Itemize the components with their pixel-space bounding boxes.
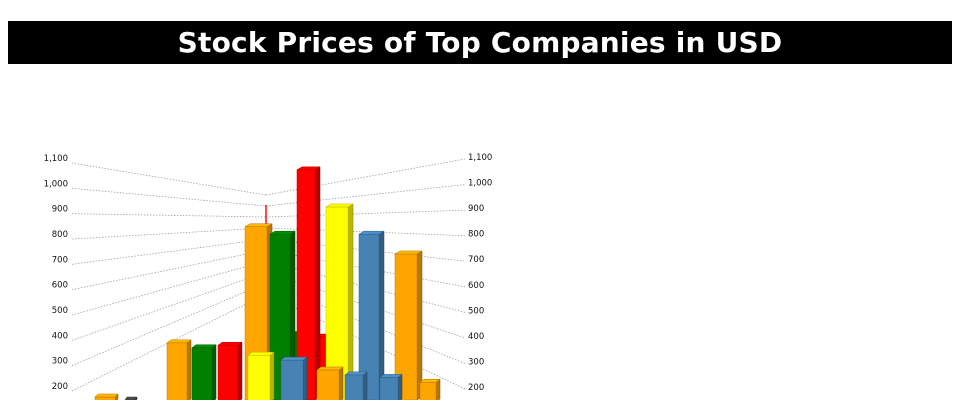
y-tick-label-right: 1,100	[468, 153, 492, 163]
y-tick-label-left: 400	[52, 331, 68, 341]
bar-front	[316, 366, 344, 400]
grid-line-left	[71, 238, 267, 265]
grid-line-left	[71, 260, 267, 316]
grid-line-left	[71, 271, 267, 341]
grid-line-left	[71, 187, 267, 207]
bar-front	[217, 341, 243, 400]
bar-front	[191, 344, 217, 400]
y-tick-label-right: 800	[468, 230, 484, 240]
bar-front	[166, 339, 192, 400]
grid-line-right	[265, 209, 466, 218]
grid-line-left	[71, 282, 267, 367]
bar-front	[280, 356, 308, 400]
y-tick-label-left: 500	[52, 306, 68, 316]
grid-line-right	[265, 158, 466, 196]
bar-front	[379, 373, 403, 400]
y-axis-right: 1,100 1,000 900 800 700 600 500 400 300 200	[468, 153, 492, 393]
bar-back	[394, 250, 423, 400]
grid-line-left	[71, 249, 267, 291]
y-tick-label-right: 600	[468, 281, 484, 291]
bar-front	[344, 371, 368, 400]
y-tick-label-right: 700	[468, 255, 484, 265]
chart-title-bar: Stock Prices of Top Companies in USD	[8, 21, 952, 64]
y-tick-label-left: 1,100	[44, 154, 68, 164]
y-tick-label-right: 300	[468, 357, 484, 367]
bar-front-low	[94, 393, 119, 400]
y-tick-label-left: 900	[52, 205, 68, 215]
y-tick-label-left: 700	[52, 255, 68, 265]
bar-back	[358, 230, 385, 400]
grid-line-left	[71, 213, 267, 218]
bar-front	[419, 378, 441, 400]
y-tick-label-right: 900	[468, 204, 484, 214]
y-tick-label-left: 300	[52, 357, 68, 367]
y-tick-label-left: 200	[52, 382, 68, 392]
y-tick-label-right: 400	[468, 332, 484, 342]
bar-front	[247, 351, 275, 400]
y-tick-label-right: 200	[468, 383, 484, 393]
bar-back	[296, 166, 321, 400]
bar-front-low	[124, 396, 138, 400]
y-axis-left: 1,100 1,000 900 800 700 600 500 400 300 200	[44, 154, 68, 392]
y-tick-label-left: 600	[52, 281, 68, 291]
bars	[94, 166, 441, 400]
grid-line-left	[71, 162, 267, 196]
y-tick-label-left: 1,000	[44, 179, 68, 189]
y-tick-label-right: 1,000	[468, 179, 492, 189]
grid-line-left	[71, 227, 267, 240]
chart-title: Stock Prices of Top Companies in USD	[177, 26, 783, 59]
y-tick-label-right: 500	[468, 306, 484, 316]
grid-line-right	[265, 184, 466, 207]
grid-line-right	[265, 271, 466, 339]
y-tick-label-left: 800	[52, 230, 68, 240]
